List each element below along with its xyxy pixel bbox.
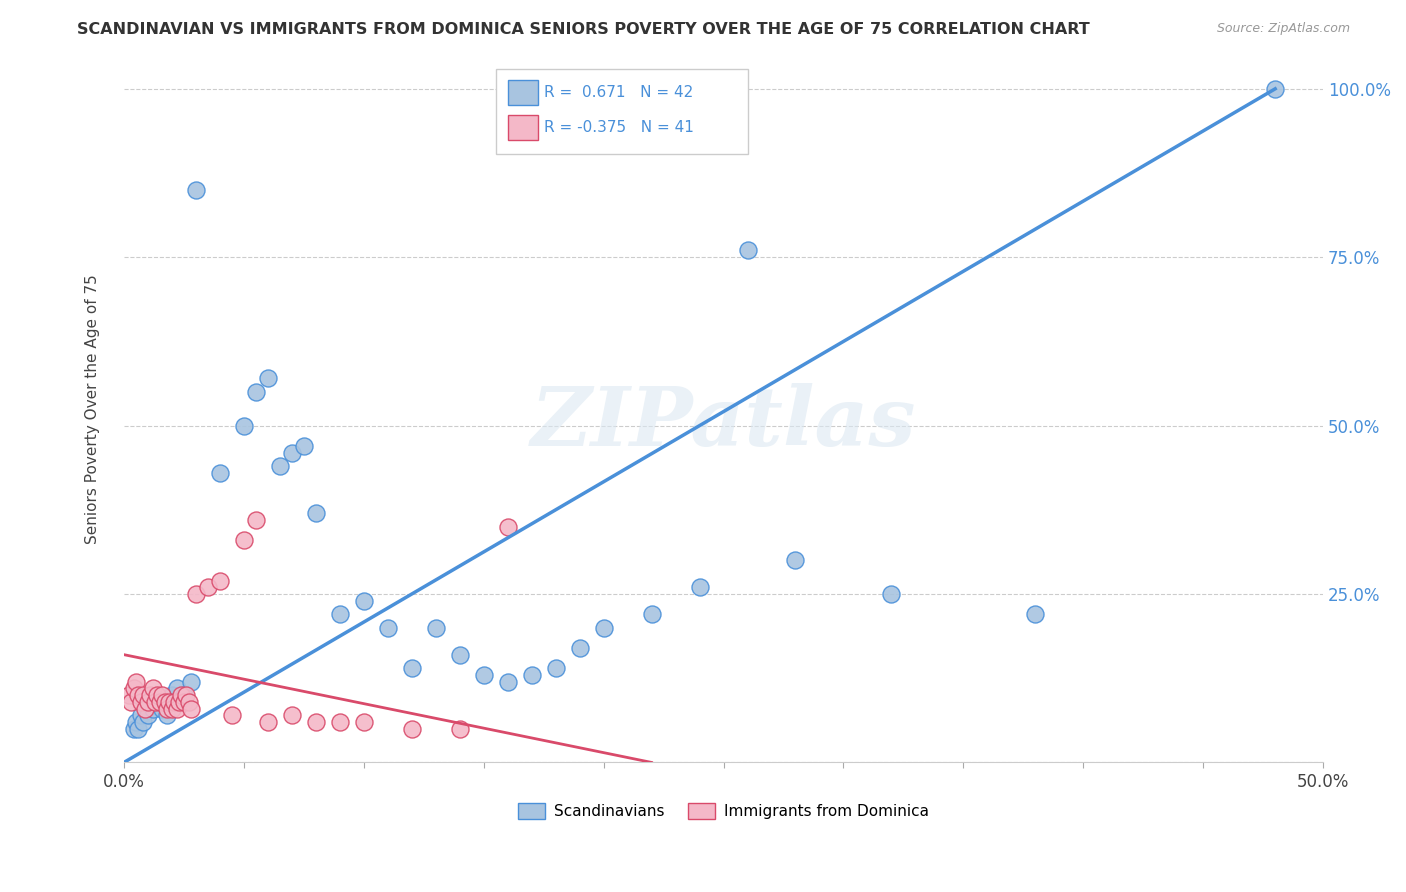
Point — [208, 466, 231, 480]
Point — [292, 439, 315, 453]
Point — [305, 506, 328, 520]
Point — [232, 418, 254, 433]
FancyBboxPatch shape — [496, 70, 748, 154]
Point — [120, 695, 142, 709]
Y-axis label: Seniors Poverty Over the Age of 75: Seniors Poverty Over the Age of 75 — [86, 274, 100, 543]
Point — [136, 695, 159, 709]
Text: R = -0.375   N = 41: R = -0.375 N = 41 — [544, 120, 693, 136]
Point — [737, 244, 759, 258]
Point — [449, 648, 471, 662]
Point — [136, 708, 159, 723]
Point — [122, 681, 145, 696]
Point — [197, 580, 219, 594]
Point — [689, 580, 711, 594]
Point — [166, 701, 188, 715]
Point — [177, 695, 200, 709]
Point — [132, 688, 155, 702]
Point — [880, 587, 903, 601]
Point — [401, 661, 423, 675]
Legend: Scandinavians, Immigrants from Dominica: Scandinavians, Immigrants from Dominica — [512, 797, 935, 825]
Point — [281, 708, 304, 723]
Point — [129, 708, 152, 723]
Point — [142, 701, 165, 715]
Point — [472, 668, 495, 682]
Point — [170, 688, 193, 702]
Point — [496, 674, 519, 689]
Point — [184, 587, 207, 601]
Point — [496, 519, 519, 533]
Text: Source: ZipAtlas.com: Source: ZipAtlas.com — [1216, 22, 1350, 36]
Point — [125, 714, 148, 729]
Point — [156, 701, 179, 715]
Point — [129, 695, 152, 709]
Point — [785, 553, 807, 567]
Point — [184, 183, 207, 197]
Text: ZIPatlas: ZIPatlas — [531, 383, 917, 463]
Point — [143, 695, 166, 709]
Point — [281, 445, 304, 459]
Point — [568, 640, 591, 655]
Point — [167, 695, 190, 709]
Point — [425, 621, 447, 635]
Point — [125, 674, 148, 689]
Point — [139, 688, 162, 702]
Point — [173, 695, 195, 709]
Bar — [508, 115, 537, 140]
Point — [153, 695, 176, 709]
Point — [174, 688, 197, 702]
Point — [127, 722, 149, 736]
Point — [150, 701, 173, 715]
Point — [377, 621, 399, 635]
Point — [149, 695, 172, 709]
Point — [132, 714, 155, 729]
Point — [159, 695, 181, 709]
Point — [163, 695, 186, 709]
Point — [150, 688, 173, 702]
Point — [146, 688, 169, 702]
Point — [122, 722, 145, 736]
Point — [142, 681, 165, 696]
Point — [173, 688, 195, 702]
Point — [449, 722, 471, 736]
Point — [401, 722, 423, 736]
Point — [305, 714, 328, 729]
Text: SCANDINAVIAN VS IMMIGRANTS FROM DOMINICA SENIORS POVERTY OVER THE AGE OF 75 CORR: SCANDINAVIAN VS IMMIGRANTS FROM DOMINICA… — [77, 22, 1090, 37]
Point — [160, 701, 183, 715]
Bar — [508, 80, 537, 104]
Point — [180, 701, 202, 715]
Point — [134, 701, 156, 715]
Point — [208, 574, 231, 588]
Point — [256, 714, 278, 729]
Point — [1024, 607, 1046, 622]
Point — [146, 695, 169, 709]
Point — [329, 607, 352, 622]
Point — [544, 661, 567, 675]
Point — [118, 688, 141, 702]
Point — [592, 621, 614, 635]
Point — [353, 714, 375, 729]
Point — [640, 607, 662, 622]
Point — [221, 708, 243, 723]
Point — [156, 708, 179, 723]
Point — [166, 681, 188, 696]
Point — [1264, 82, 1286, 96]
Text: R =  0.671   N = 42: R = 0.671 N = 42 — [544, 85, 693, 100]
Point — [245, 513, 267, 527]
Point — [232, 533, 254, 548]
Point — [160, 688, 183, 702]
Point — [245, 384, 267, 399]
Point — [180, 674, 202, 689]
Point — [127, 688, 149, 702]
Point — [353, 594, 375, 608]
Point — [256, 371, 278, 385]
Point — [329, 714, 352, 729]
Point — [269, 458, 291, 473]
Point — [520, 668, 543, 682]
